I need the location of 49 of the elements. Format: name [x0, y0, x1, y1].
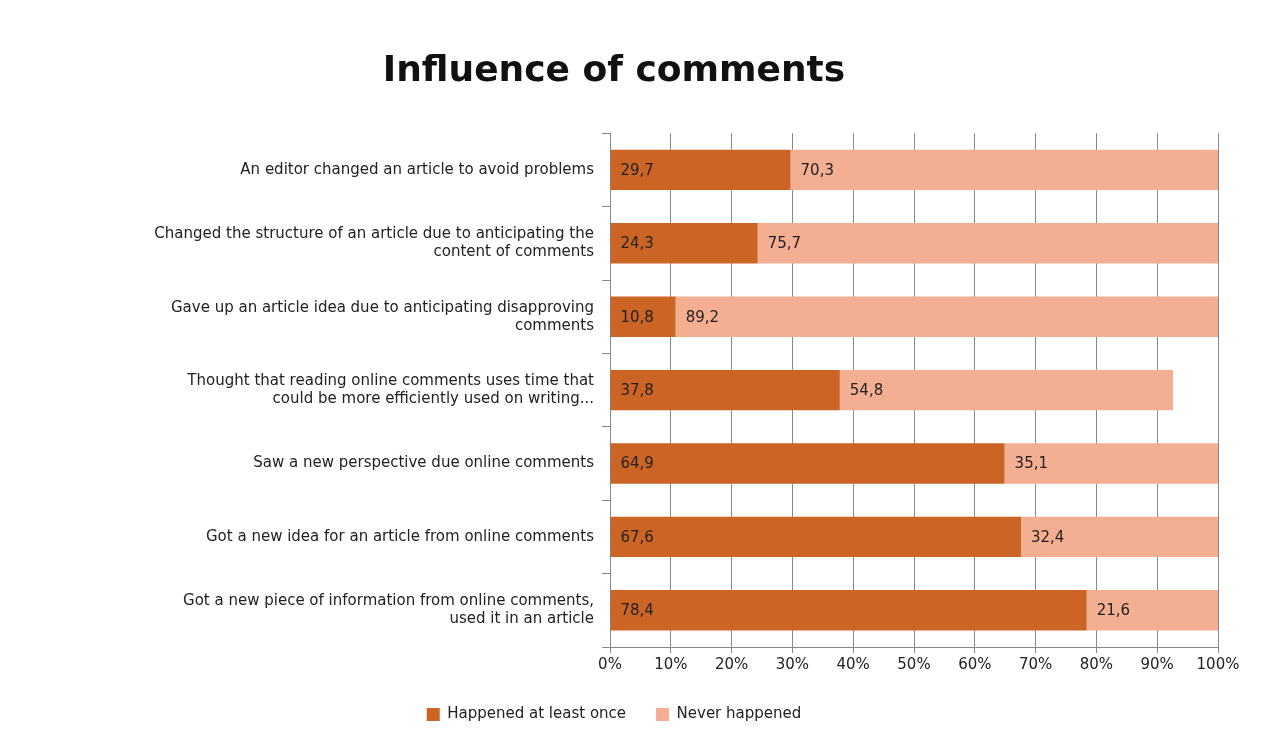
bar	[610, 369, 840, 411]
data-label: 24,3	[620, 234, 654, 253]
bar	[610, 590, 1087, 631]
y-tick-label: An editor changed an article to avoid problems	[240, 159, 595, 178]
legend-label: Happened at least once	[447, 704, 627, 723]
data-label: 10,8	[620, 307, 654, 326]
data-label: 67,6	[620, 527, 654, 546]
data-label: 75,7	[767, 234, 802, 253]
y-tick-label: Gave up an article idea due to anticipating disapproving comments	[170, 297, 595, 334]
x-tick-label: 40%	[836, 654, 870, 673]
bar	[610, 443, 1005, 484]
bar	[1086, 590, 1218, 631]
y-tick-label: Thought that reading online comments uses time that could be more efficiently used on writing...	[186, 370, 595, 407]
bar	[1004, 443, 1218, 484]
legend-label: Never happened	[676, 704, 802, 723]
bar	[1021, 516, 1218, 558]
x-tick-label: 20%	[714, 654, 749, 673]
x-tick-label: 50%	[897, 654, 931, 673]
data-label: 89,2	[685, 307, 720, 326]
data-label: 78,4	[620, 601, 654, 620]
bar	[610, 516, 1022, 558]
bar	[610, 223, 758, 264]
x-tick-label: 90%	[1140, 654, 1174, 673]
x-tick-label: 60%	[958, 654, 992, 673]
bar	[757, 223, 1218, 264]
data-label: 70,3	[800, 160, 834, 179]
x-tick-label: 10%	[654, 654, 688, 673]
bar	[675, 296, 1218, 337]
x-tick-label: 70%	[1018, 654, 1053, 673]
data-label: 32,4	[1031, 527, 1065, 546]
y-tick-label: Got a new idea for an article from online comments	[205, 526, 595, 545]
bar	[790, 149, 1218, 191]
bar	[610, 149, 791, 191]
data-label: 54,8	[849, 380, 884, 399]
chart-title: Influence of comments	[382, 47, 846, 89]
bar	[610, 296, 676, 337]
x-tick-label: 80%	[1079, 654, 1114, 673]
x-tick-label: 0%	[598, 654, 622, 673]
bar	[839, 369, 1174, 411]
data-label: 21,6	[1096, 601, 1131, 620]
data-label: 29,7	[620, 160, 654, 179]
y-tick-label: Saw a new perspective due online comments	[253, 453, 595, 472]
data-label: 37,8	[620, 380, 654, 399]
data-label: 35,1	[1014, 454, 1048, 473]
y-tick-label: Got a new piece of information from online comments, used it in an article	[183, 591, 594, 628]
x-tick-label: 30%	[775, 654, 810, 673]
x-tick-label: 100%	[1196, 654, 1240, 673]
y-tick-label: Changed the structure of an article due to anticipating the content of comments	[154, 224, 595, 261]
data-label: 64,9	[620, 454, 654, 473]
